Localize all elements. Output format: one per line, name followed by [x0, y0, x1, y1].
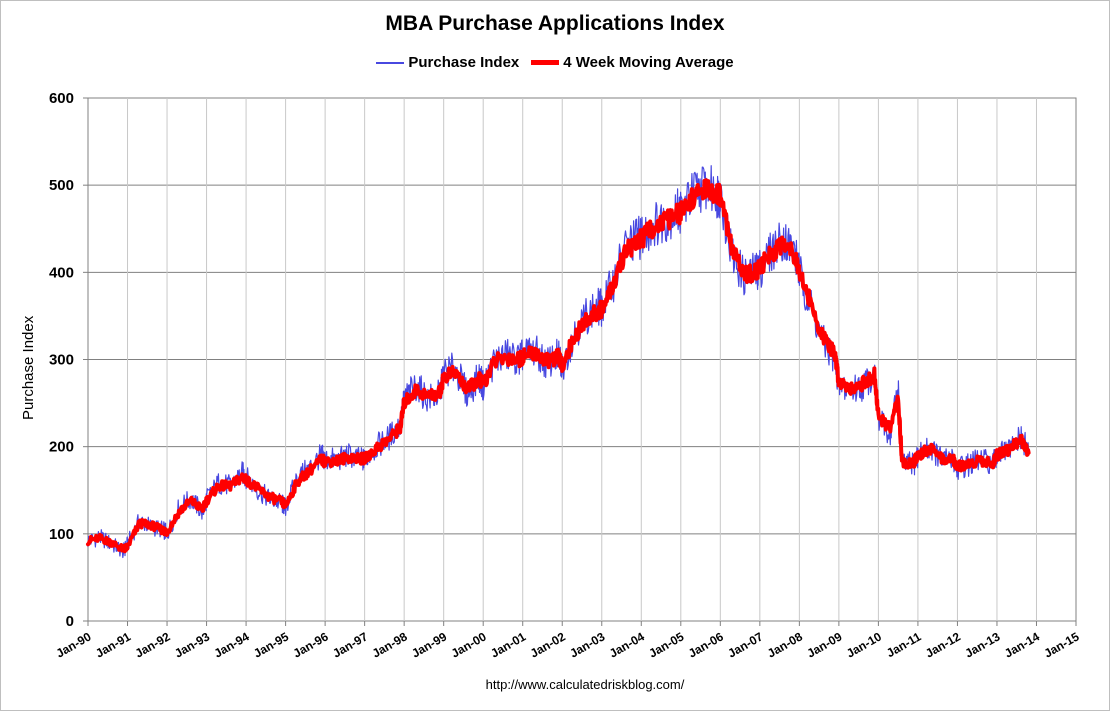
x-tick-label: Jan-04	[607, 629, 647, 660]
y-tick-label: 400	[49, 264, 74, 281]
x-tick-label: Jan-92	[133, 629, 173, 660]
series-line-moving-average	[86, 178, 1031, 554]
y-tick-label: 600	[49, 90, 74, 107]
y-tick-label: 0	[66, 613, 74, 630]
y-tick-label: 100	[49, 526, 74, 543]
x-tick-label: Jan-11	[884, 629, 924, 660]
legend-label-moving-average: 4 Week Moving Average	[563, 54, 734, 71]
x-tick-label: Jan-15	[1042, 629, 1082, 660]
x-tick-label: Jan-14	[1002, 629, 1042, 660]
legend-label-purchase-index: Purchase Index	[408, 54, 520, 71]
x-tick-label: Jan-93	[172, 629, 212, 660]
x-tick-label: Jan-02	[528, 629, 568, 660]
x-tick-label: Jan-97	[330, 629, 370, 660]
source-url: http://www.calculatedriskblog.com/	[485, 677, 685, 692]
x-tick-label: Jan-01	[488, 629, 528, 660]
y-tick-label: 200	[49, 439, 74, 456]
x-tick-label: Jan-07	[725, 629, 765, 660]
x-tick-label: Jan-10	[844, 629, 884, 660]
x-tick-label: Jan-09	[804, 629, 844, 660]
chart-legend: Purchase Index 4 Week Moving Average	[0, 54, 1110, 71]
x-tick-label: Jan-94	[212, 629, 252, 660]
x-tick-label: Jan-95	[251, 629, 291, 660]
x-tick-label: Jan-06	[686, 629, 726, 660]
x-tick-label: Jan-98	[370, 629, 410, 660]
legend-swatch-purchase-index	[376, 61, 405, 64]
x-tick-label: Jan-00	[449, 629, 489, 660]
x-tick-label: Jan-99	[409, 629, 449, 660]
x-tick-label: Jan-08	[765, 629, 805, 660]
x-tick-label: Jan-03	[567, 629, 607, 660]
x-tick-label: Jan-96	[291, 629, 331, 660]
legend-item-purchase-index: Purchase Index	[376, 54, 519, 71]
x-tick-label: Jan-12	[923, 629, 963, 660]
legend-swatch-moving-average	[531, 60, 560, 65]
x-tick-label: Jan-05	[646, 629, 686, 660]
x-tick-label: Jan-91	[93, 629, 133, 660]
y-tick-label: 300	[49, 352, 74, 369]
y-tick-label: 500	[49, 177, 74, 194]
chart-title: MBA Purchase Applications Index	[385, 12, 725, 35]
x-tick-label: Jan-13	[963, 629, 1003, 660]
x-tick-label: Jan-90	[54, 629, 94, 660]
legend-item-moving-average: 4 Week Moving Average	[531, 54, 734, 71]
